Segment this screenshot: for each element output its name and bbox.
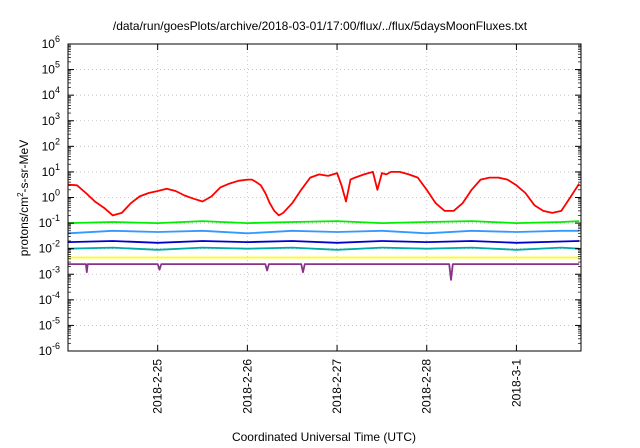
- y-tick-label: 10-3: [39, 264, 60, 281]
- y-tick-label-exponent: 3: [55, 111, 60, 121]
- y-tick-label-exponent: 4: [55, 85, 60, 95]
- y-tick-label-exponent: 1: [55, 162, 60, 172]
- y-tick-label: 101: [42, 162, 60, 179]
- series-line-1: [67, 170, 580, 217]
- y-axis-label-sup: 2: [16, 192, 25, 197]
- y-tick-label: 10-6: [39, 341, 60, 358]
- x-tick-label: 2018-2-26: [240, 359, 254, 414]
- x-tick-label: 2018-2-28: [420, 359, 434, 414]
- y-tick-label: 10-4: [39, 290, 60, 307]
- y-tick-label-base: 10: [42, 114, 56, 128]
- y-tick-label: 103: [42, 111, 60, 128]
- y-axis-label-suffix: -s-sr-MeV: [17, 140, 31, 193]
- y-tick-label-base: 10: [39, 344, 53, 358]
- y-tick-label: 105: [42, 60, 60, 77]
- y-tick-label-exponent: 2: [55, 136, 60, 146]
- chart-title: /data/run/goesPlots/archive/2018-03-01/1…: [113, 19, 528, 33]
- y-tick-label-exponent: -1: [52, 213, 60, 223]
- y-tick-label-base: 10: [39, 293, 53, 307]
- y-tick-label: 104: [42, 85, 60, 102]
- series-line-5: [67, 246, 580, 251]
- y-axis: 10-610-510-410-310-210-11001011021031041…: [39, 34, 581, 358]
- y-axis-label-prefix: protons/cm: [17, 197, 31, 256]
- y-tick-label: 100: [42, 188, 60, 205]
- y-tick-label: 102: [42, 136, 60, 153]
- y-axis-label: protons/cm2-s-sr-MeV: [16, 140, 31, 256]
- y-tick-label-base: 10: [39, 242, 53, 256]
- y-tick-label: 106: [42, 34, 60, 51]
- y-tick-label-base: 10: [42, 63, 56, 77]
- y-tick-label-base: 10: [42, 165, 56, 179]
- x-axis: 2018-2-25 2018-2-26 2018-2-27 2018-2-28 2018…: [151, 44, 523, 414]
- y-tick-label: 10-1: [39, 213, 60, 230]
- y-tick-label-exponent: -6: [52, 341, 60, 351]
- x-tick-label: 2018-3-1: [509, 359, 523, 407]
- y-tick-label-exponent: 5: [55, 60, 60, 70]
- y-tick-label-base: 10: [42, 139, 56, 153]
- x-axis-label: Coordinated Universal Time (UTC): [232, 430, 416, 444]
- y-tick-label: 10-5: [39, 315, 60, 332]
- y-tick-label-exponent: 0: [55, 188, 60, 198]
- y-tick-label-exponent: -2: [52, 239, 60, 249]
- series-line-2: [67, 220, 580, 225]
- series-group: [67, 170, 580, 281]
- y-tick-label-exponent: -3: [52, 264, 60, 274]
- y-tick-label-exponent: -5: [52, 315, 60, 325]
- x-tick-label: 2018-2-27: [330, 359, 344, 414]
- x-tick-label: 2018-2-25: [151, 359, 165, 414]
- y-tick-label-exponent: 6: [55, 34, 60, 44]
- y-tick-label-base: 10: [39, 216, 53, 230]
- series-line-7: [68, 263, 580, 281]
- y-tick-label: 10-2: [39, 239, 60, 256]
- y-tick-label-exponent: -4: [52, 290, 60, 300]
- y-tick-label-base: 10: [39, 267, 53, 281]
- y-tick-label-base: 10: [42, 191, 56, 205]
- y-tick-label-base: 10: [42, 88, 56, 102]
- series-line-4: [67, 240, 580, 244]
- series-line-3: [67, 229, 580, 235]
- y-tick-label-base: 10: [42, 37, 56, 51]
- y-tick-label-base: 10: [39, 318, 53, 332]
